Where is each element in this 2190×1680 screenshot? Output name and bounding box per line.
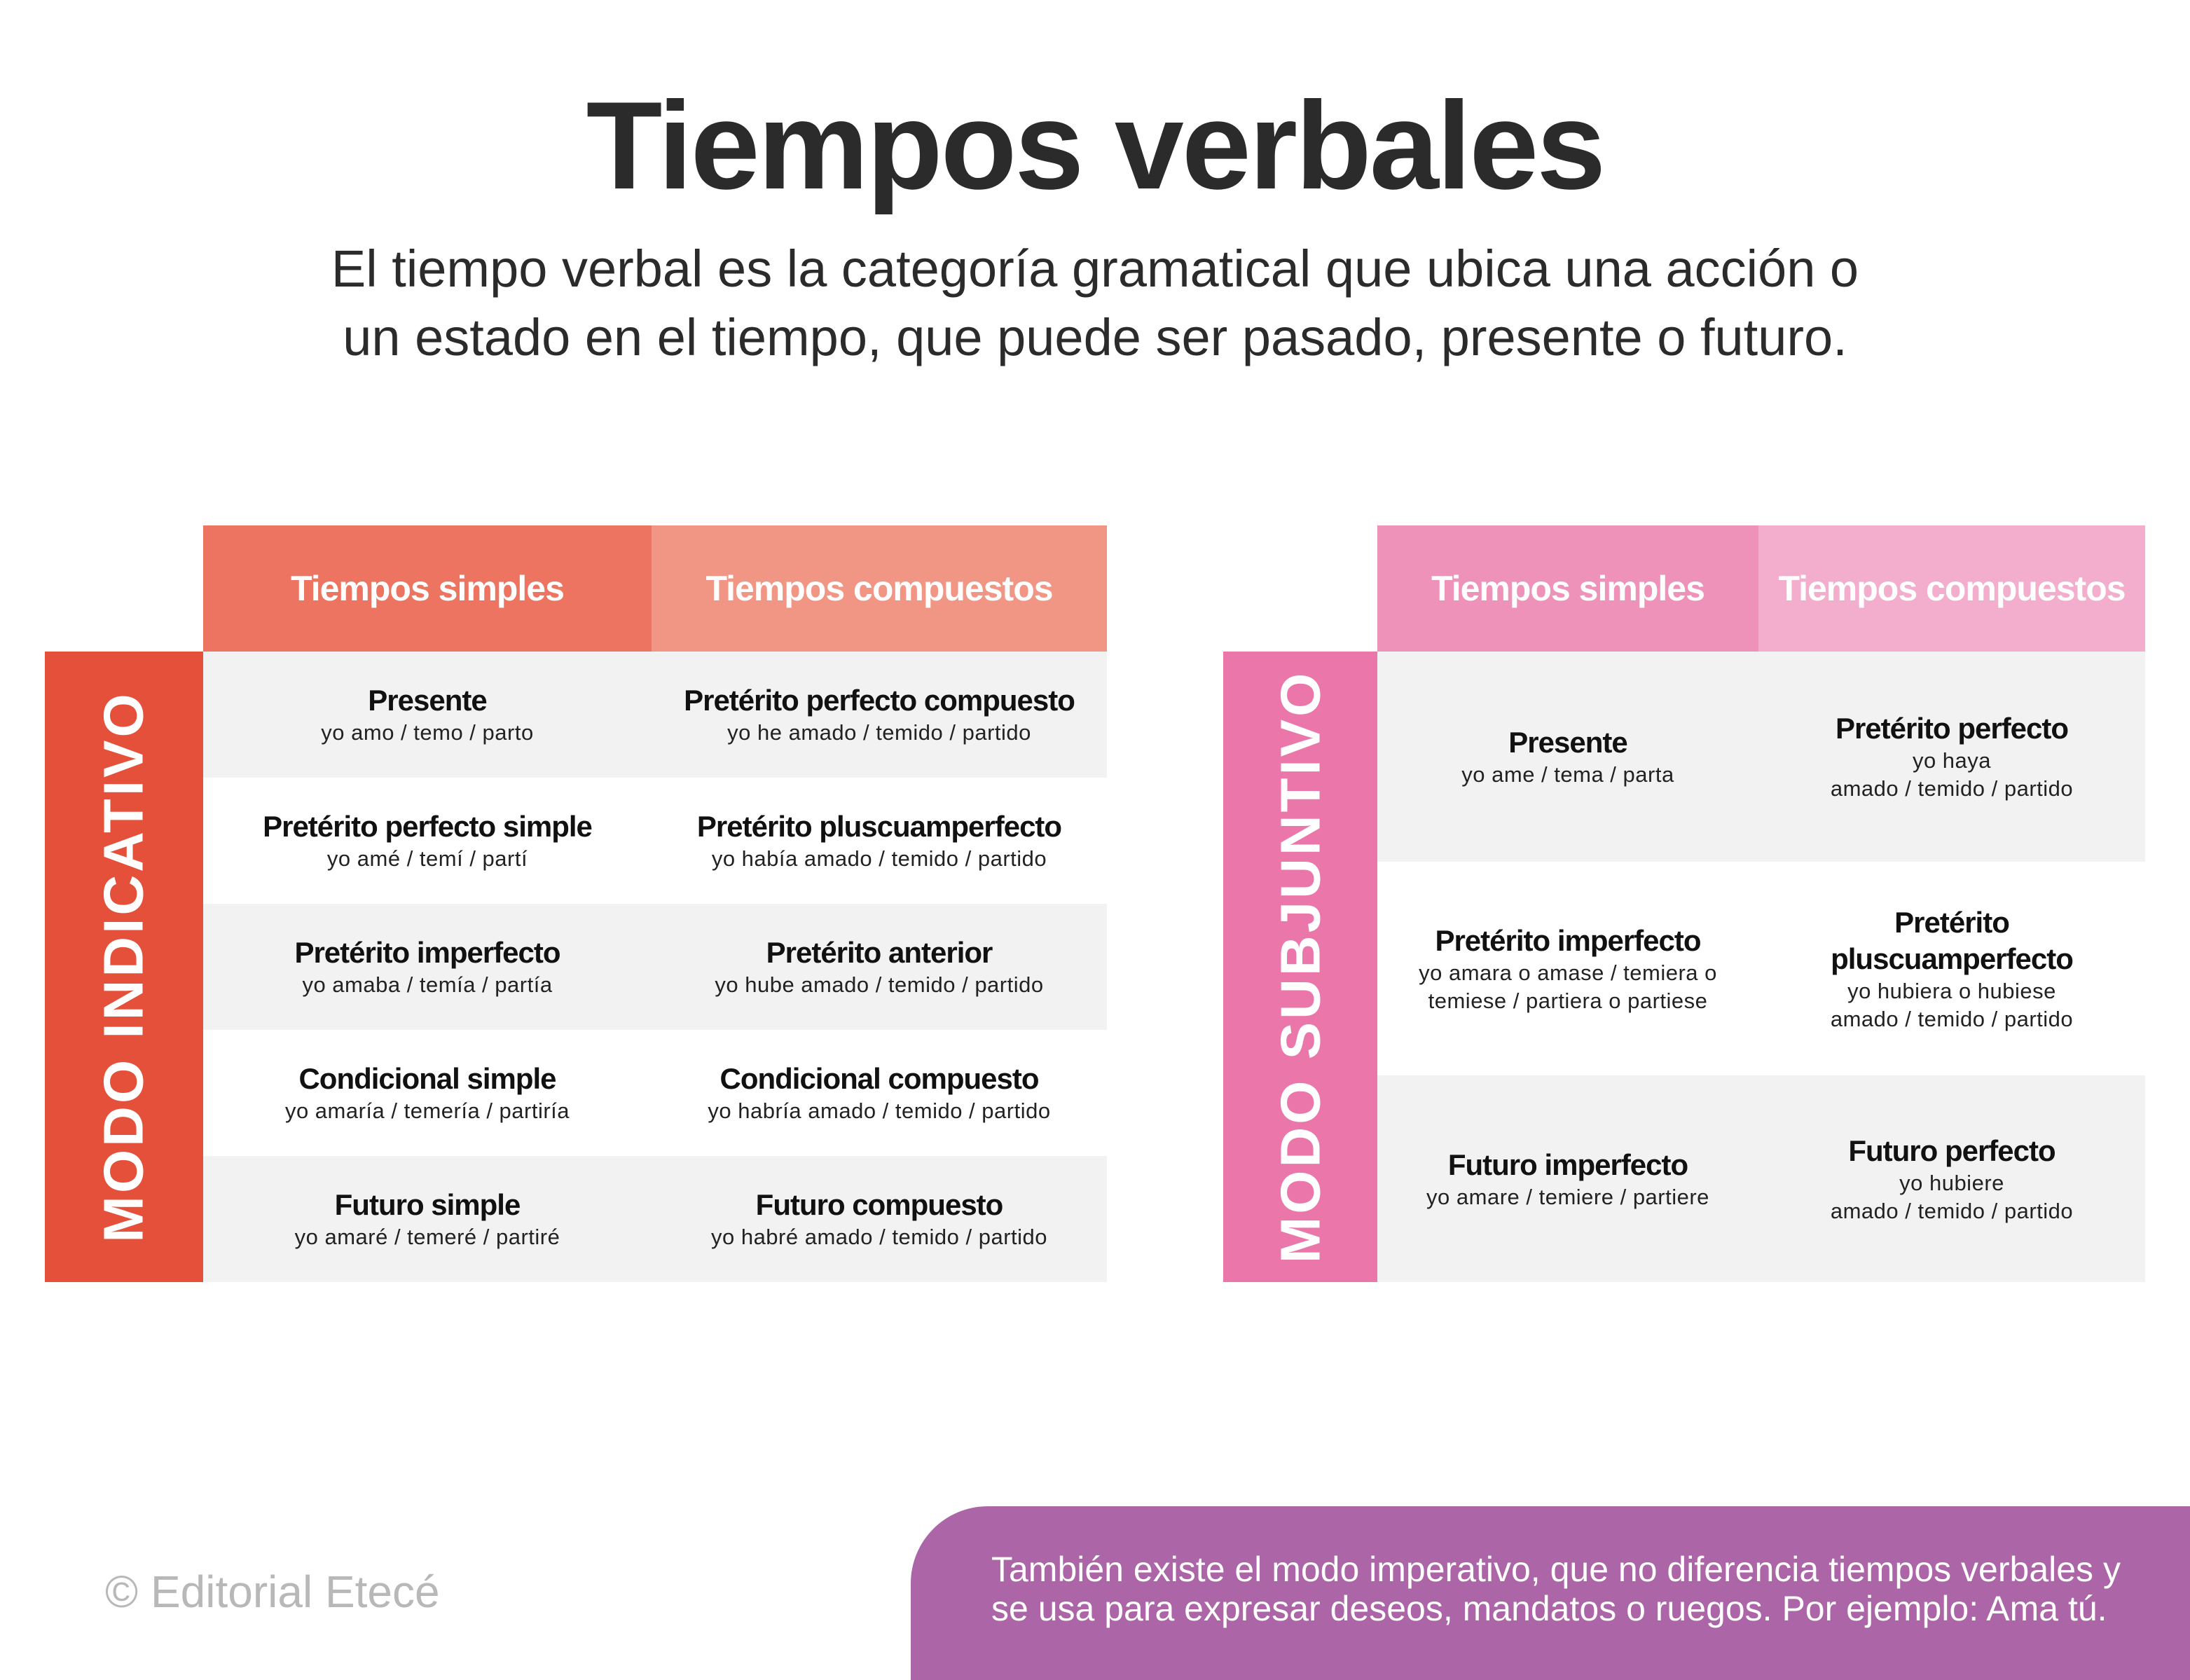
- tense-cell: Pretérito perfecto yo haya amado / temido …: [1758, 652, 2145, 862]
- header-tiempos-compuestos: Tiempos compuestos: [1758, 525, 2145, 652]
- tense-name: Futuro simple: [334, 1188, 521, 1221]
- tense-example: yo amaré / temeré / partiré: [294, 1225, 560, 1249]
- tense-example: yo haya: [1912, 748, 1992, 773]
- modo-subjuntivo-label: MODO SUBJUNTIVO: [1223, 652, 1377, 1282]
- tense-example: yo hubiera o hubiese: [1847, 978, 2056, 1003]
- tense-example: yo hube amado / temido / partido: [715, 972, 1044, 997]
- tense-name: Pretérito perfecto simple: [263, 810, 593, 843]
- tense-name: Pretérito imperfecto: [294, 936, 560, 969]
- page-title: Tiempos verbales: [586, 76, 1606, 215]
- subtitle-line: un estado en el tiempo, que puede ser pa…: [343, 308, 1847, 366]
- tense-name: Pretérito imperfecto: [1435, 923, 1701, 957]
- tense-cell: Futuro perfecto yo hubiere amado / temido …: [1758, 1075, 2145, 1282]
- tense-example: yo hubiere: [1899, 1170, 2004, 1195]
- tense-name: Condicional compuesto: [719, 1062, 1039, 1095]
- tense-cell: Futuro imperfecto yo amare / temiere / pa…: [1377, 1075, 1758, 1282]
- tense-example: temiese / partiera o partiese: [1428, 988, 1708, 1013]
- tense-example: amado / temido / partido: [1830, 1006, 2074, 1031]
- tense-cell: Presente yo ame / tema / parta: [1377, 652, 1758, 862]
- tense-name: Presente: [368, 684, 487, 717]
- tense-example: yo habría amado / temido / partido: [708, 1099, 1051, 1123]
- tense-name: Pretérito perfecto: [1835, 712, 2069, 745]
- tense-name: Futuro perfecto: [1848, 1134, 2055, 1167]
- tense-example: yo amaría / temería / partiría: [284, 1099, 570, 1123]
- tense-name: Pretérito pluscuamperfecto: [1831, 905, 2074, 975]
- header-tiempos-compuestos: Tiempos compuestos: [652, 525, 1107, 652]
- tense-cell: Pretérito perfecto compuesto yo he amado …: [652, 652, 1107, 778]
- tense-example: amado / temido / partido: [1830, 776, 2074, 801]
- tense-cell: Pretérito perfecto simple yo amé / temí /…: [203, 778, 652, 904]
- copyright: © Editorial Etecé: [105, 1567, 440, 1617]
- modo-indicativo-label: MODO INDICATIVO: [45, 652, 203, 1282]
- tense-example: yo amé / temí / partí: [326, 846, 528, 871]
- tense-name: Presente: [1508, 726, 1627, 759]
- tense-example: yo he amado / temido / partido: [727, 720, 1031, 745]
- tense-name: Futuro compuesto: [755, 1188, 1004, 1221]
- tense-name: Pretérito pluscuamperfecto: [696, 810, 1062, 843]
- tense-example: yo amare / temiere / partiere: [1426, 1184, 1709, 1209]
- tense-cell: Presente yo amo / temo / parto: [203, 652, 652, 778]
- tense-cell: Condicional compuesto yo habría amado / t…: [652, 1030, 1107, 1156]
- tense-example: yo amaba / temía / partía: [302, 972, 553, 997]
- tense-example: yo amara o amase / temiera o: [1419, 960, 1717, 985]
- tense-name: Condicional simple: [298, 1062, 556, 1095]
- tense-cell: Pretérito anterior yo hube amado / temido…: [652, 904, 1107, 1030]
- subtitle-line: El tiempo verbal es la categoría gramati…: [331, 240, 1859, 298]
- tense-name: Pretérito perfecto compuesto: [684, 684, 1075, 717]
- tense-cell: Pretérito imperfecto yo amaba / temía / p…: [203, 904, 652, 1030]
- subtitle: El tiempo verbal es la categoría gramati…: [280, 235, 1910, 372]
- tense-example: yo ame / tema / parta: [1461, 762, 1674, 787]
- tense-name: Futuro imperfecto: [1447, 1148, 1688, 1181]
- tense-example: yo había amado / temido / partido: [711, 846, 1047, 871]
- tense-example: yo habré amado / temido / partido: [710, 1225, 1048, 1249]
- tense-cell: Pretérito pluscuamperfecto yo hubiera o h…: [1758, 862, 2145, 1075]
- tense-example: yo amo / temo / parto: [321, 720, 534, 745]
- header-tiempos-simples: Tiempos simples: [203, 525, 652, 652]
- tense-cell: Futuro compuesto yo habré amado / temido …: [652, 1156, 1107, 1282]
- tense-cell: Pretérito imperfecto yo amara o amase / t…: [1377, 862, 1758, 1075]
- tense-cell: Pretérito pluscuamperfecto yo había amado…: [652, 778, 1107, 904]
- tense-cell: Futuro simple yo amaré / temeré / partiré: [203, 1156, 652, 1282]
- tense-cell: Condicional simple yo amaría / temería / …: [203, 1030, 652, 1156]
- imperativo-note: También existe el modo imperativo, que n…: [911, 1506, 2190, 1680]
- tense-example: amado / temido / partido: [1830, 1198, 2074, 1223]
- header-tiempos-simples: Tiempos simples: [1377, 525, 1758, 652]
- tense-name: Pretérito anterior: [766, 936, 993, 969]
